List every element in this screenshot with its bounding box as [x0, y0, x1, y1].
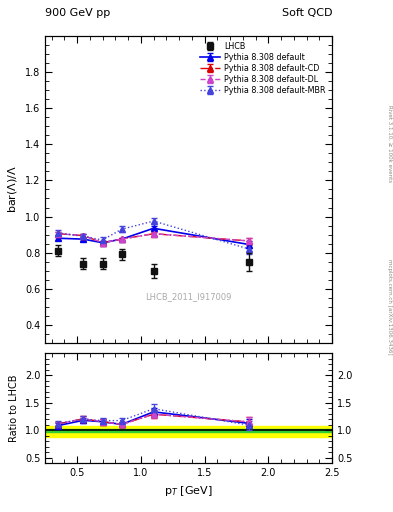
Y-axis label: Ratio to LHCB: Ratio to LHCB — [9, 375, 19, 442]
Text: Soft QCD: Soft QCD — [282, 8, 332, 18]
Bar — [45, 426, 332, 437]
Text: LHCB_2011_I917009: LHCB_2011_I917009 — [145, 292, 232, 302]
Text: mcplots.cern.ch [arXiv:1306.3436]: mcplots.cern.ch [arXiv:1306.3436] — [387, 260, 392, 355]
Y-axis label: bar($\Lambda$)/$\Lambda$: bar($\Lambda$)/$\Lambda$ — [6, 165, 19, 214]
X-axis label: p$_T$ [GeV]: p$_T$ [GeV] — [164, 484, 213, 498]
Bar — [45, 429, 332, 432]
Text: Rivet 3.1.10, ≥ 100k events: Rivet 3.1.10, ≥ 100k events — [387, 105, 392, 182]
Legend: LHCB, Pythia 8.308 default, Pythia 8.308 default-CD, Pythia 8.308 default-DL, Py: LHCB, Pythia 8.308 default, Pythia 8.308… — [198, 40, 328, 98]
Text: 900 GeV pp: 900 GeV pp — [45, 8, 110, 18]
